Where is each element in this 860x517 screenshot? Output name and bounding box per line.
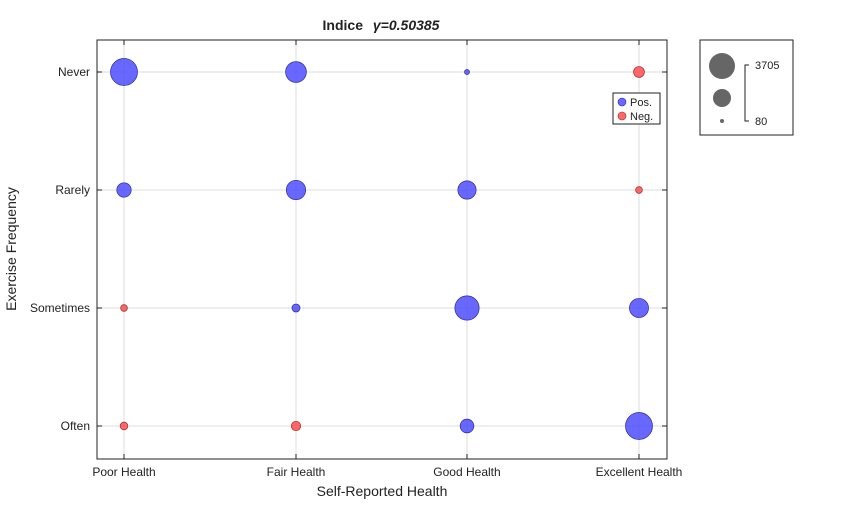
point-excellent-health-never: [633, 66, 645, 78]
size-legend-min-label: 80: [755, 116, 767, 128]
y-axis-label: Exercise Frequency: [3, 187, 19, 311]
x-tick-label-good-health: Good Health: [433, 465, 500, 479]
y-tick-label-often: Often: [61, 419, 90, 433]
x-tick-label-excellent-health: Excellent Health: [596, 465, 683, 479]
legend-neg-label: Neg.: [630, 111, 653, 123]
plot-area-frame: [96, 39, 668, 460]
point-poor-health-often: [119, 421, 129, 431]
point-poor-health-sometimes: [120, 304, 128, 312]
point-good-health-sometimes: [454, 295, 480, 321]
x-tick-label-fair-health: Fair Health: [267, 465, 326, 479]
x-axis-label: Self-Reported Health: [317, 483, 448, 499]
point-fair-health-never: [285, 61, 307, 83]
point-excellent-health-sometimes: [629, 298, 649, 318]
size-legend-large-marker: [709, 53, 735, 79]
legend-pos-label: Pos.: [630, 97, 652, 109]
y-tick-label-sometimes: Sometimes: [30, 301, 90, 315]
x-tick-label-poor-health: Poor Health: [92, 465, 155, 479]
point-poor-health-never: [110, 58, 138, 86]
data-points: [110, 58, 653, 440]
point-fair-health-sometimes: [291, 303, 301, 313]
grid-lines: [97, 40, 667, 459]
size-legend-medium-marker: [713, 89, 731, 107]
title-gamma: γ=0.50385: [373, 17, 440, 33]
size-legend-max-label: 3705: [755, 60, 779, 72]
point-good-health-never: [464, 69, 470, 75]
point-poor-health-rarely: [116, 182, 132, 198]
point-good-health-often: [459, 418, 475, 434]
size-legend: 3705 80: [699, 39, 794, 136]
legend-pos-marker: [617, 97, 627, 107]
point-fair-health-rarely: [285, 179, 307, 201]
legend-neg-marker: [617, 111, 627, 121]
point-excellent-health-often: [625, 412, 653, 440]
chart-title: Indice γ=0.50385: [323, 17, 440, 33]
point-excellent-health-rarely: [635, 186, 643, 194]
y-tick-label-rarely: Rarely: [55, 183, 90, 197]
sign-legend: Pos. Neg.: [612, 92, 661, 125]
point-fair-health-often: [290, 420, 302, 432]
y-tick-label-never: Never: [58, 65, 90, 79]
ticks: Poor Health Fair Health Good Health Excelle…: [30, 40, 682, 479]
title-prefix: Indice: [323, 17, 364, 33]
point-good-health-rarely: [457, 180, 477, 200]
size-legend-small-marker: [720, 119, 724, 123]
size-legend-bracket: [744, 64, 749, 122]
